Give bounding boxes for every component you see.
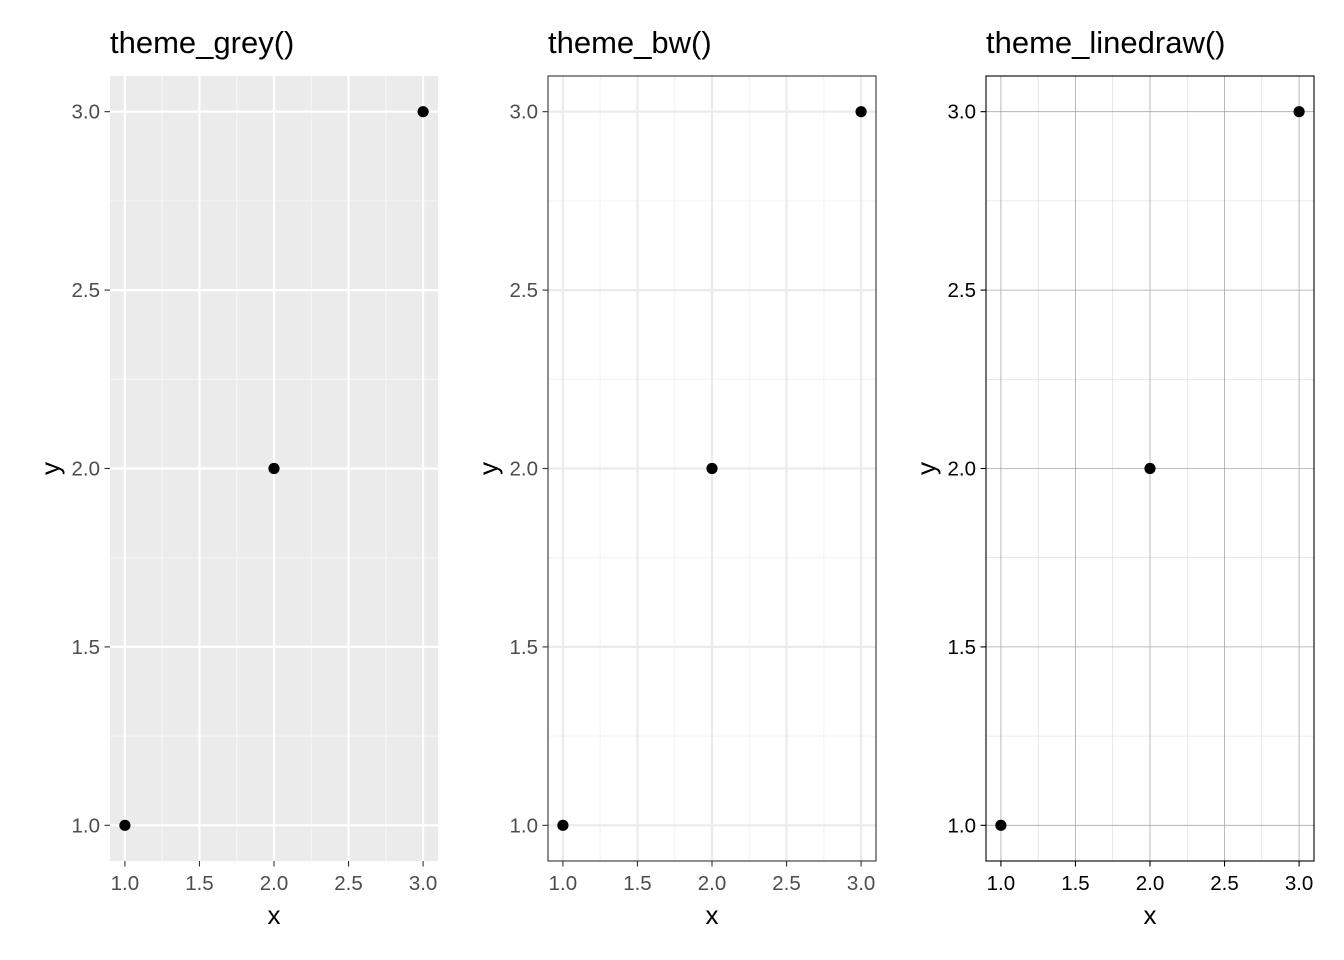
data-point: [557, 819, 569, 831]
y-tick-label: 3.0: [948, 101, 977, 124]
y-tick-label: 1.5: [510, 636, 539, 659]
chart-panel-bw: 1.0 1.5 2.0 2.5 3.0 1.0 1.5 2.0 2.5 3.0 x y theme_bw…: [473, 25, 877, 930]
data-point: [1144, 462, 1156, 475]
y-tick-label: 2.0: [948, 458, 977, 481]
x-axis-label: x: [706, 900, 719, 930]
x-tick-label: 2.0: [260, 872, 289, 895]
x-tick-label: 2.5: [334, 872, 363, 895]
data-point: [268, 462, 280, 475]
y-tick-label: 2.5: [948, 279, 977, 302]
x-tick-label: 1.0: [987, 872, 1016, 895]
data-point: [706, 462, 718, 475]
y-axis-label: y: [473, 462, 503, 475]
x-tick-label: 1.5: [185, 872, 214, 895]
y-tick-label: 2.5: [510, 279, 539, 302]
y-tick-label: 2.0: [510, 458, 539, 481]
x-tick-label: 1.5: [623, 872, 652, 895]
x-tick-label: 2.0: [1136, 872, 1165, 895]
chart-title: theme_grey(): [110, 25, 294, 60]
x-axis-label: x: [1144, 900, 1157, 930]
x-tick-label: 2.5: [772, 872, 801, 895]
y-tick-label: 1.0: [948, 814, 977, 837]
chart-title: theme_linedraw(): [986, 25, 1226, 60]
x-tick-label: 2.5: [1210, 872, 1239, 895]
x-tick-label: 1.0: [549, 872, 578, 895]
y-axis-label: y: [911, 462, 941, 475]
x-tick-label: 1.0: [111, 872, 140, 895]
y-tick-label: 2.0: [72, 458, 101, 481]
data-point: [119, 819, 131, 831]
chart-panel-linedraw: 1.0 1.5 2.0 2.5 3.0 1.0 1.5 2.0 2.5 3.0 x y theme_li…: [911, 25, 1315, 930]
x-tick-label: 1.5: [1061, 872, 1090, 895]
y-tick-label: 1.5: [948, 636, 977, 659]
y-axis-label: y: [35, 462, 65, 475]
x-tick-label: 3.0: [409, 872, 438, 895]
y-tick-label: 3.0: [72, 101, 101, 124]
x-tick-label: 3.0: [1285, 872, 1314, 895]
y-tick-label: 1.0: [72, 814, 101, 837]
data-point: [1293, 106, 1305, 118]
x-tick-label: 2.0: [698, 872, 727, 895]
data-point: [417, 106, 429, 118]
y-tick-label: 3.0: [510, 101, 539, 124]
y-tick-label: 1.5: [72, 636, 101, 659]
chart-panel-grey: 1.0 1.5 2.0 2.5 3.0 1.0 1.5 2.0 2.5 3.0 x y theme_gr…: [35, 25, 438, 930]
x-tick-label: 3.0: [847, 872, 876, 895]
chart-title: theme_bw(): [548, 25, 712, 60]
x-axis-label: x: [268, 900, 281, 930]
data-point: [855, 106, 867, 118]
data-point: [995, 819, 1007, 831]
y-tick-label: 1.0: [510, 814, 539, 837]
y-tick-label: 2.5: [72, 279, 101, 302]
